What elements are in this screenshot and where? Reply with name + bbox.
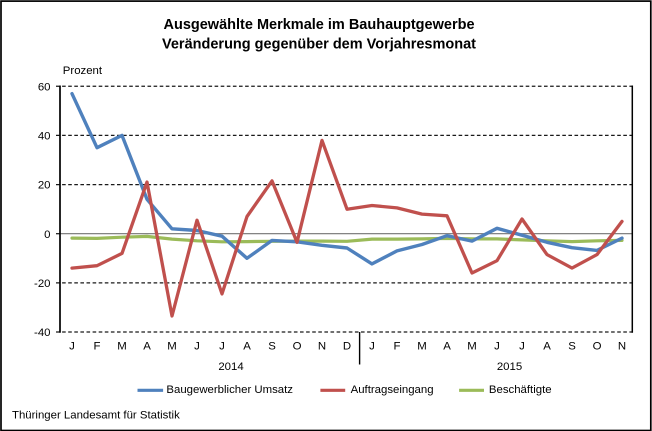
svg-text:A: A (143, 340, 151, 352)
svg-text:0: 0 (44, 229, 50, 241)
svg-text:S: S (568, 340, 576, 352)
svg-text:J: J (494, 340, 500, 352)
svg-text:S: S (268, 340, 276, 352)
svg-text:N: N (618, 340, 626, 352)
svg-text:J: J (369, 340, 375, 352)
svg-text:Prozent: Prozent (63, 65, 103, 77)
svg-text:60: 60 (38, 81, 51, 93)
svg-text:Thüringer Landesamt für Statis: Thüringer Landesamt für Statistik (12, 409, 180, 421)
svg-text:Beschäftigte: Beschäftigte (489, 384, 552, 396)
svg-text:F: F (94, 340, 101, 352)
svg-text:Baugewerblicher Umsatz: Baugewerblicher Umsatz (166, 384, 293, 396)
svg-text:J: J (519, 340, 525, 352)
svg-text:O: O (593, 340, 602, 352)
svg-text:M: M (117, 340, 127, 352)
svg-text:M: M (167, 340, 177, 352)
svg-text:O: O (293, 340, 302, 352)
svg-text:-20: -20 (34, 278, 50, 290)
svg-text:40: 40 (38, 131, 51, 143)
svg-text:M: M (467, 340, 477, 352)
svg-text:Ausgewählte Merkmale im Bauhau: Ausgewählte Merkmale im Bauhauptgewerbe (163, 17, 474, 33)
svg-text:Veränderung gegenüber dem Vorj: Veränderung gegenüber dem Vorjahresmonat (162, 36, 476, 52)
svg-text:J: J (194, 340, 200, 352)
svg-text:2015: 2015 (497, 361, 522, 373)
svg-text:20: 20 (38, 180, 51, 192)
svg-text:A: A (243, 340, 251, 352)
svg-text:A: A (543, 340, 551, 352)
svg-text:D: D (343, 340, 351, 352)
svg-text:M: M (417, 340, 427, 352)
svg-text:J: J (69, 340, 75, 352)
svg-text:-40: -40 (34, 327, 50, 339)
svg-text:A: A (443, 340, 451, 352)
svg-text:J: J (219, 340, 225, 352)
svg-text:Auftragseingang: Auftragseingang (351, 384, 434, 396)
svg-text:2014: 2014 (218, 361, 243, 373)
svg-text:F: F (394, 340, 401, 352)
svg-text:N: N (318, 340, 326, 352)
